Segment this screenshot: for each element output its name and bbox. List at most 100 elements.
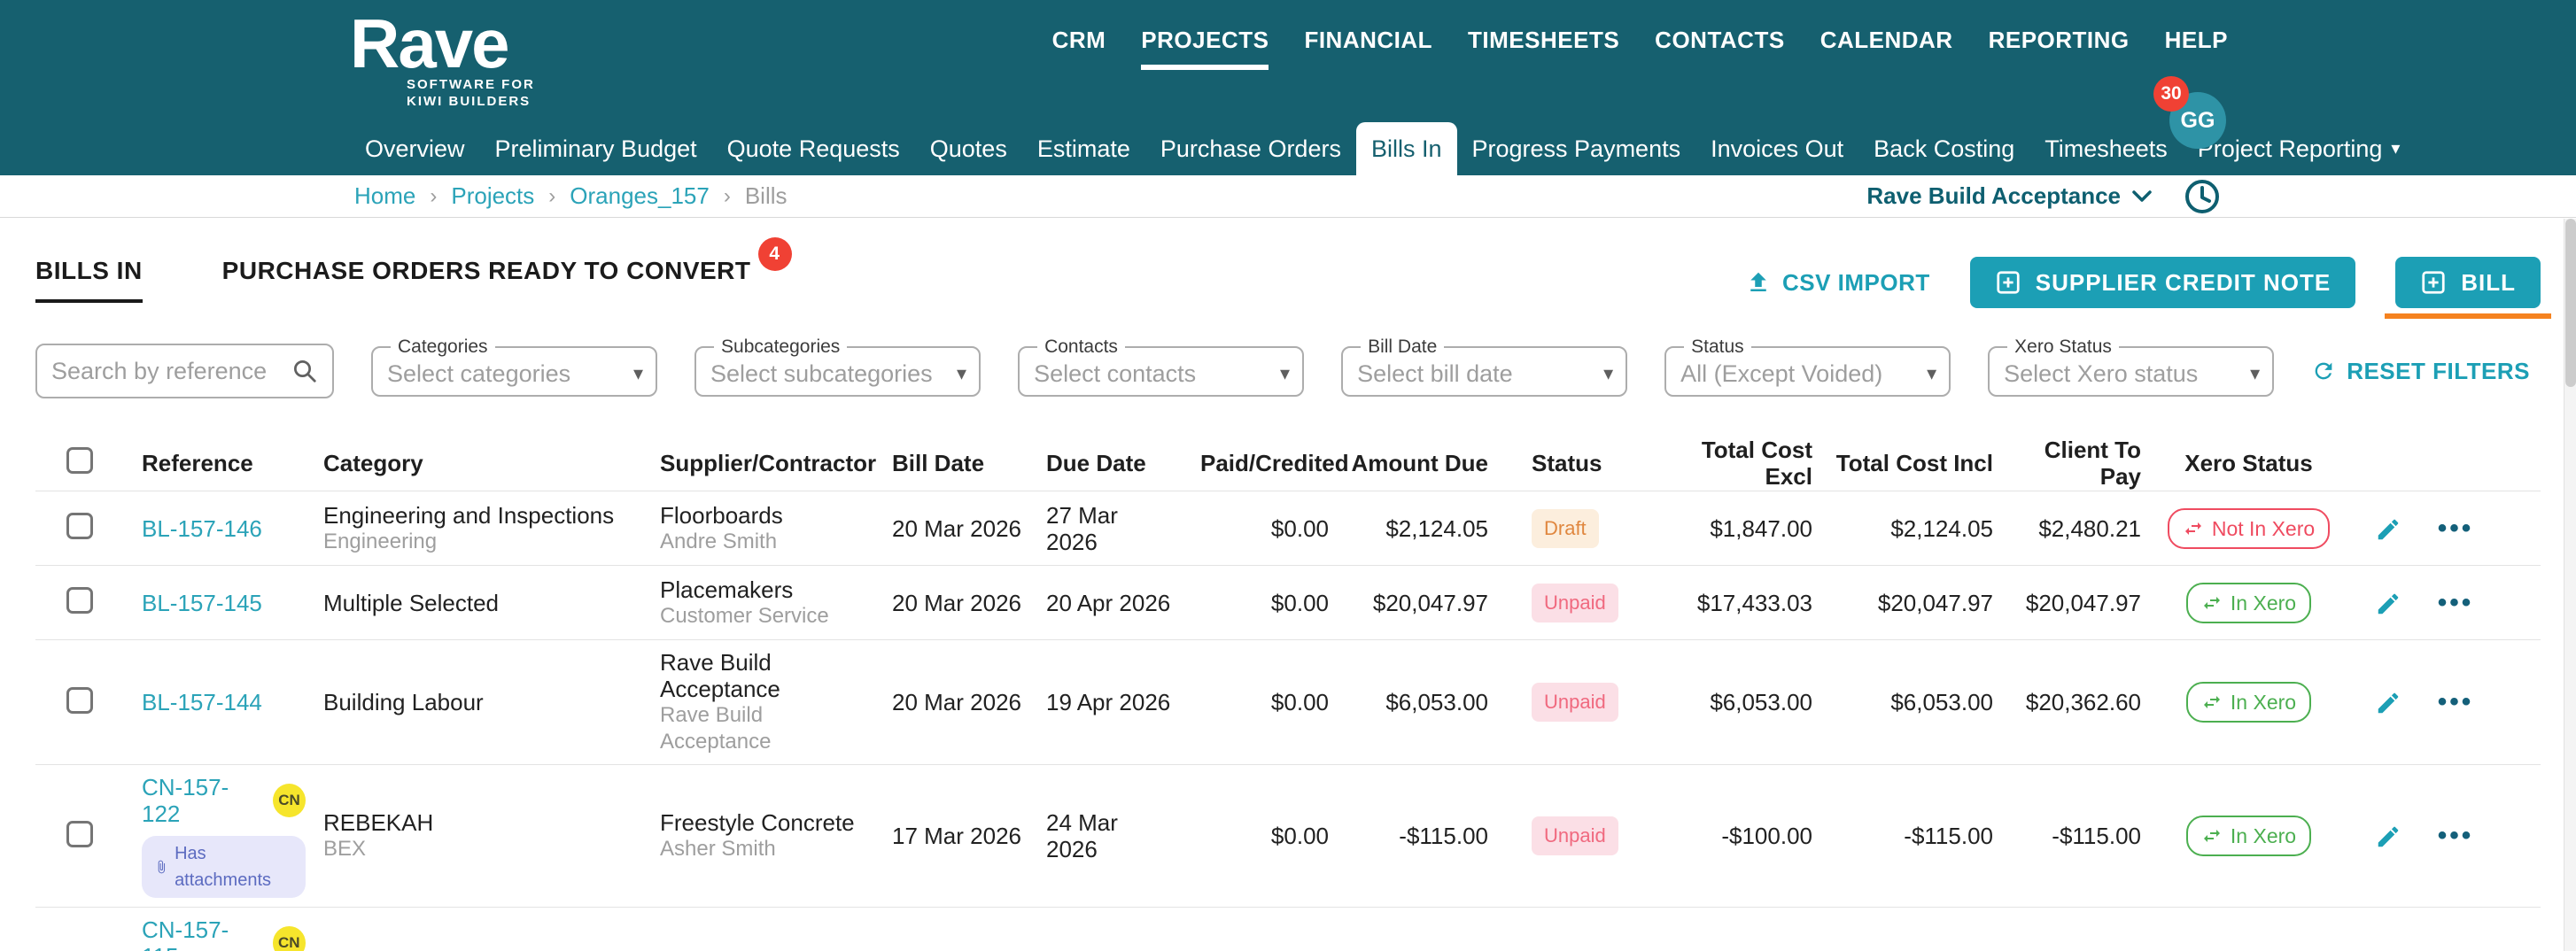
client-to-pay: $2,480.21 bbox=[2038, 514, 2141, 542]
row-checkbox[interactable] bbox=[66, 513, 93, 539]
top-nav-financial[interactable]: FINANCIAL bbox=[1304, 27, 1433, 53]
breadcrumb-projects[interactable]: Projects bbox=[451, 182, 535, 209]
due-date: 24 Mar 2026 bbox=[1046, 809, 1118, 862]
bill-date-filter[interactable]: Bill Date Select bill date ▾ bbox=[1341, 336, 1628, 397]
col-reference[interactable]: Reference bbox=[142, 450, 253, 476]
subnav-bills-in[interactable]: Bills In bbox=[1355, 122, 1457, 175]
bill-date-filter-label: Bill Date bbox=[1368, 336, 1438, 357]
paid-credited: $0.00 bbox=[1270, 689, 1329, 715]
category: Building Labour bbox=[323, 689, 484, 715]
col-due-date[interactable]: Due Date bbox=[1046, 450, 1146, 476]
breadcrumb-bar: Home › Projects › Oranges_157 › Bills Ra… bbox=[0, 175, 2576, 218]
bill-reference-link[interactable]: BL-157-146 bbox=[142, 514, 262, 542]
subnav-timesheets[interactable]: Timesheets bbox=[2045, 135, 2168, 162]
tab-bills-in[interactable]: BILLS IN bbox=[35, 257, 143, 303]
status-filter[interactable]: Status All (Except Voided) ▾ bbox=[1664, 336, 1951, 397]
xero-status-badge[interactable]: Not In Xero bbox=[2167, 507, 2331, 549]
search-box[interactable] bbox=[35, 344, 334, 398]
company-selector[interactable]: Rave Build Acceptance bbox=[1866, 182, 2153, 210]
bill-reference-link[interactable]: BL-157-144 bbox=[142, 689, 262, 715]
scrollbar[interactable] bbox=[2564, 219, 2576, 951]
subnav-progress-payments[interactable]: Progress Payments bbox=[1471, 135, 1681, 162]
paid-credited: $0.00 bbox=[1270, 823, 1329, 849]
col-bill-date[interactable]: Bill Date bbox=[892, 450, 985, 476]
more-options-icon[interactable] bbox=[2438, 514, 2474, 543]
tabs-and-actions: BILLS IN PURCHASE ORDERS READY TO CONVER… bbox=[35, 237, 2551, 319]
bills-page: BILLS IN PURCHASE ORDERS READY TO CONVER… bbox=[0, 237, 2576, 951]
select-all-checkbox[interactable] bbox=[66, 446, 93, 474]
subnav-quotes[interactable]: Quotes bbox=[929, 135, 1007, 162]
edit-button[interactable] bbox=[2375, 514, 2401, 542]
more-options-icon[interactable] bbox=[2438, 821, 2474, 850]
has-attachments-badge[interactable]: Has attachments bbox=[142, 836, 306, 898]
top-nav-crm[interactable]: CRM bbox=[1051, 27, 1106, 53]
col-total-cost-incl[interactable]: Total Cost Incl bbox=[1835, 450, 1993, 476]
subnav-invoices-out[interactable]: Invoices Out bbox=[1711, 135, 1844, 162]
add-bill-button[interactable]: BILL bbox=[2385, 257, 2551, 319]
subnav-estimate[interactable]: Estimate bbox=[1036, 135, 1130, 162]
xero-status-filter[interactable]: Xero Status Select Xero status ▾ bbox=[1988, 336, 2275, 397]
col-total-cost-excl[interactable]: Total Cost Excl bbox=[1701, 437, 1812, 490]
col-status[interactable]: Status bbox=[1532, 450, 1602, 476]
tab-purchase-orders-ready[interactable]: PURCHASE ORDERS READY TO CONVERT 4 bbox=[222, 237, 792, 303]
top-nav-timesheets[interactable]: TIMESHEETS bbox=[1468, 27, 1620, 53]
subcategories-filter[interactable]: Subcategories Select subcategories ▾ bbox=[694, 336, 982, 397]
reset-filters-button[interactable]: RESET FILTERS bbox=[2311, 358, 2530, 385]
top-nav-projects[interactable]: PROJECTS bbox=[1141, 27, 1269, 70]
total-cost-excl: -$100.00 bbox=[1721, 823, 1812, 849]
breadcrumb-current: Bills bbox=[744, 182, 788, 209]
xero-status-badge[interactable]: In Xero bbox=[2185, 816, 2312, 856]
edit-button[interactable] bbox=[2375, 822, 2401, 850]
notification-badge[interactable]: 30 bbox=[2153, 76, 2189, 112]
col-amount-due[interactable]: Amount Due bbox=[1351, 450, 1488, 476]
credit-note-reference-link[interactable]: CN-157-122 bbox=[142, 774, 229, 827]
breadcrumb-home[interactable]: Home bbox=[354, 182, 416, 209]
col-supplier[interactable]: Supplier/Contractor bbox=[660, 450, 877, 476]
due-date: 27 Mar 2026 bbox=[1046, 501, 1118, 555]
row-checkbox[interactable] bbox=[66, 587, 93, 614]
xero-status-badge[interactable]: In Xero bbox=[2185, 582, 2312, 623]
breadcrumb-separator: › bbox=[548, 183, 556, 208]
top-nav-calendar[interactable]: CALENDAR bbox=[1819, 27, 1953, 53]
more-options-icon[interactable] bbox=[2438, 588, 2474, 617]
edit-button[interactable] bbox=[2375, 588, 2401, 616]
subnav-project-reporting[interactable]: Project Reporting ▾ bbox=[2183, 122, 2416, 175]
supplier-credit-note-button[interactable]: SUPPLIER CREDIT NOTE bbox=[1969, 257, 2356, 308]
xero-status-filter-value: Select Xero status bbox=[2004, 360, 2199, 387]
dropdown-caret-icon: ▾ bbox=[632, 362, 644, 384]
edit-button[interactable] bbox=[2375, 688, 2401, 716]
top-nav-contacts[interactable]: CONTACTS bbox=[1655, 27, 1785, 53]
subnav-back-costing[interactable]: Back Costing bbox=[1874, 135, 2015, 162]
user-avatar[interactable]: GG 30 bbox=[2153, 76, 2226, 149]
paid-credited: $0.00 bbox=[1270, 514, 1329, 542]
subnav-overview[interactable]: Overview bbox=[365, 135, 465, 162]
col-paid-credited[interactable]: Paid/Credited bbox=[1200, 450, 1349, 476]
csv-import-button[interactable]: CSV IMPORT bbox=[1745, 269, 1930, 297]
bill-reference-link[interactable]: BL-157-145 bbox=[142, 589, 262, 616]
avatar-initials[interactable]: GG bbox=[2169, 92, 2226, 149]
breadcrumb-project-name[interactable]: Oranges_157 bbox=[570, 182, 710, 209]
dropdown-caret-icon: ▾ bbox=[2250, 362, 2261, 384]
top-nav-reporting[interactable]: REPORTING bbox=[1988, 27, 2130, 53]
col-xero-status[interactable]: Xero Status bbox=[2184, 450, 2313, 476]
scrollbar-thumb[interactable] bbox=[2565, 219, 2576, 387]
more-options-icon[interactable] bbox=[2438, 687, 2474, 716]
col-category[interactable]: Category bbox=[323, 450, 423, 476]
row-checkbox[interactable] bbox=[66, 820, 93, 847]
paperclip-icon bbox=[158, 860, 166, 874]
page-tabs: BILLS IN PURCHASE ORDERS READY TO CONVER… bbox=[35, 237, 792, 303]
history-clock-icon[interactable] bbox=[2183, 177, 2222, 216]
xero-status-badge[interactable]: In Xero bbox=[2185, 682, 2312, 723]
subnav-quote-requests[interactable]: Quote Requests bbox=[726, 135, 900, 162]
total-cost-excl: $17,433.03 bbox=[1696, 589, 1812, 616]
col-client-to-pay[interactable]: Client To Pay bbox=[2044, 437, 2141, 490]
row-checkbox[interactable] bbox=[66, 686, 93, 714]
categories-filter[interactable]: Categories Select categories ▾ bbox=[371, 336, 658, 397]
search-input[interactable] bbox=[51, 357, 291, 385]
contacts-filter[interactable]: Contacts Select contacts ▾ bbox=[1018, 336, 1305, 397]
subnav-purchase-orders[interactable]: Purchase Orders bbox=[1160, 135, 1341, 162]
credit-note-reference-link[interactable]: CN-157-115 bbox=[142, 916, 229, 951]
top-nav: CRM PROJECTS FINANCIAL TIMESHEETS CONTAC… bbox=[1052, 27, 2228, 70]
subnav-preliminary-budget[interactable]: Preliminary Budget bbox=[494, 135, 697, 162]
top-nav-help[interactable]: HELP bbox=[2164, 27, 2228, 53]
